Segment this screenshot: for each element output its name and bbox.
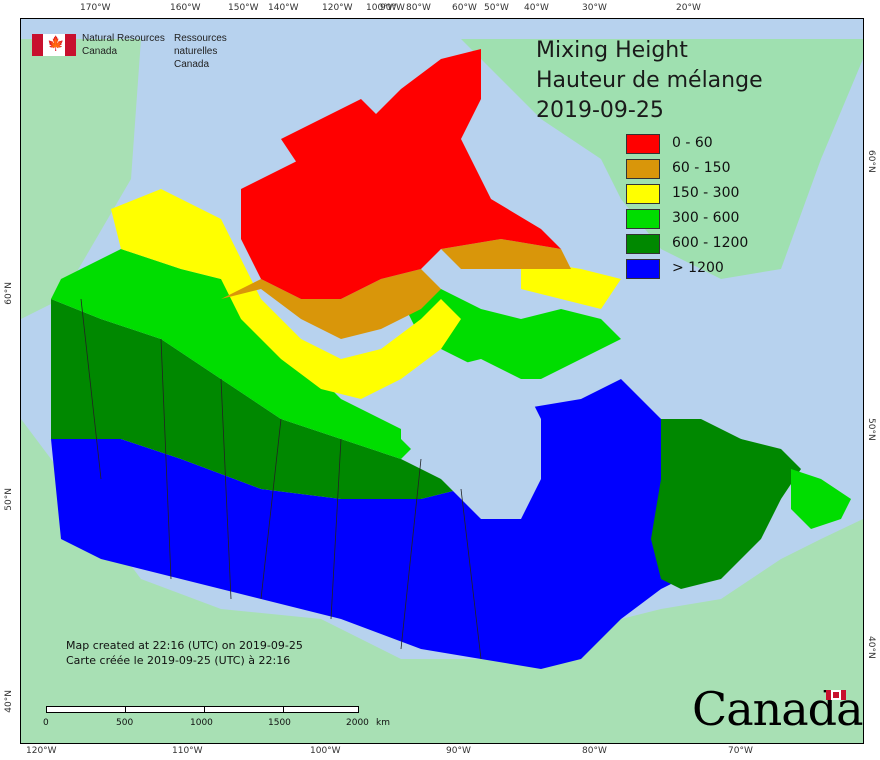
tick-left-2: 40°N bbox=[4, 690, 14, 713]
legend-swatch bbox=[626, 234, 660, 254]
scale-bar: 0 500 1000 1500 2000 km bbox=[43, 706, 390, 732]
united-states-land bbox=[21, 419, 863, 743]
hudson-bay bbox=[401, 359, 541, 519]
legend-label: 150 - 300 bbox=[672, 185, 740, 201]
zone-above-1200 bbox=[51, 379, 781, 669]
scale-bar-segment bbox=[204, 706, 284, 713]
zone-600-1200 bbox=[51, 299, 461, 499]
map-title: Mixing Height Hauteur de mélange 2019-09… bbox=[536, 36, 763, 126]
scale-bar-segment bbox=[283, 706, 359, 713]
tick-bottom-1: 110°W bbox=[172, 746, 203, 756]
tick-right-1: 50°N bbox=[866, 418, 876, 441]
tick-right-2: 40°N bbox=[866, 636, 876, 659]
scale-label: 500 bbox=[116, 718, 134, 728]
tick-top-3: 140°W bbox=[268, 3, 299, 13]
scale-bar-segment bbox=[125, 706, 205, 713]
legend-label: > 1200 bbox=[672, 260, 724, 276]
province-boundaries bbox=[80, 298, 482, 660]
legend-swatch bbox=[626, 184, 660, 204]
tick-top-1: 160°W bbox=[170, 3, 201, 13]
tick-top-6: 90°W bbox=[380, 3, 405, 13]
creation-note-fr: Carte créée le 2019-09-25 (UTC) à 22:16 bbox=[66, 654, 291, 667]
legend-label: 0 - 60 bbox=[672, 135, 713, 151]
zone-150-300-ne bbox=[521, 259, 621, 309]
legend-swatch bbox=[626, 209, 660, 229]
tick-left-1: 50°N bbox=[4, 488, 14, 511]
scale-bar-segment bbox=[46, 706, 126, 713]
map-frame bbox=[20, 18, 864, 744]
mixing-height-map bbox=[21, 39, 863, 743]
legend-label: 600 - 1200 bbox=[672, 235, 749, 251]
zone-0-60-islands bbox=[281, 99, 381, 169]
tick-right-0: 60°N bbox=[866, 150, 876, 173]
org-name-fr: Ressources naturelles Canada bbox=[174, 33, 227, 70]
zone-300-600 bbox=[51, 249, 421, 459]
org-name-en: Natural Resources Canada bbox=[82, 33, 165, 57]
legend-swatch bbox=[626, 134, 660, 154]
zone-300-600-north bbox=[401, 289, 621, 379]
scale-label: 1000 bbox=[190, 718, 213, 728]
tick-top-7: 80°W bbox=[406, 3, 431, 13]
legend-label: 60 - 150 bbox=[672, 160, 731, 176]
canada-flag-icon: 🍁 bbox=[32, 34, 76, 56]
wordmark-flag-icon bbox=[826, 690, 846, 700]
zone-600-1200-east bbox=[651, 419, 801, 589]
scale-label: 1500 bbox=[268, 718, 291, 728]
tick-top-10: 40°W bbox=[524, 3, 549, 13]
tick-bottom-5: 70°W bbox=[728, 746, 753, 756]
zone-150-300 bbox=[111, 189, 461, 399]
greenland-land bbox=[461, 39, 863, 279]
tick-bottom-3: 90°W bbox=[446, 746, 471, 756]
scale-unit: km bbox=[376, 718, 390, 728]
legend-label: 300 - 600 bbox=[672, 210, 740, 226]
scale-label: 2000 bbox=[346, 718, 369, 728]
tick-top-4: 120°W bbox=[322, 3, 353, 13]
zone-300-600-east bbox=[791, 469, 851, 529]
zone-0-60 bbox=[241, 49, 561, 299]
tick-top-2: 150°W bbox=[228, 3, 259, 13]
tick-bottom-0: 120°W bbox=[26, 746, 57, 756]
legend-swatch bbox=[626, 159, 660, 179]
title-fr: Hauteur de mélange bbox=[536, 68, 763, 93]
tick-top-9: 50°W bbox=[484, 3, 509, 13]
creation-note: Map created at 22:16 (UTC) on 2019-09-25… bbox=[66, 638, 303, 668]
alaska-land bbox=[21, 39, 141, 319]
scale-label: 0 bbox=[43, 718, 49, 728]
tick-top-0: 170°W bbox=[80, 3, 111, 13]
zone-60-150-ne bbox=[441, 239, 571, 269]
tick-top-8: 60°W bbox=[452, 3, 477, 13]
tick-top-11: 30°W bbox=[582, 3, 607, 13]
tick-top-12: 20°W bbox=[676, 3, 701, 13]
tick-top-5: 100°W bbox=[366, 3, 397, 13]
tick-left-0: 60°N bbox=[4, 282, 14, 305]
creation-note-en: Map created at 22:16 (UTC) on 2019-09-25 bbox=[66, 639, 303, 652]
title-en: Mixing Height bbox=[536, 38, 688, 63]
legend-swatch bbox=[626, 259, 660, 279]
tick-bottom-4: 80°W bbox=[582, 746, 607, 756]
title-date: 2019-09-25 bbox=[536, 98, 664, 123]
tick-bottom-2: 100°W bbox=[310, 746, 341, 756]
nrcan-signature: 🍁 Natural Resources Canada Ressources nat… bbox=[32, 32, 227, 70]
